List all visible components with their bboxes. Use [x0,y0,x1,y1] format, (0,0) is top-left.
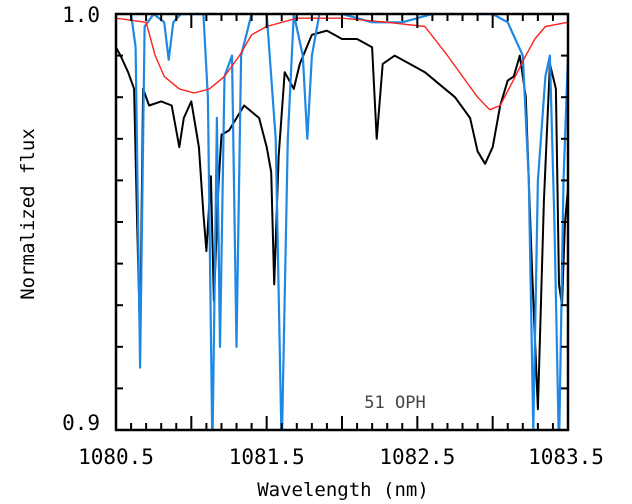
y-tick-label-bottom: 0.9 [62,411,100,435]
series-layer [116,14,568,430]
x-tick-label-2: 1082.5 [379,445,455,469]
x-tick-label-1: 1081.5 [229,445,305,469]
star-label: 51 OPH [364,393,425,413]
series-line-observed [116,29,568,411]
y-axis-title: Normalized flux [17,128,39,300]
x-tick-label-0: 1080.5 [78,445,154,469]
x-tick-label-3: 1083.5 [528,445,604,469]
series-line-telluric [116,14,568,430]
ticks-layer [115,13,569,431]
plot-frame [114,12,570,432]
series-line-model [116,17,568,111]
y-tick-label-top: 1.0 [62,3,100,27]
x-axis-title: Wavelength (nm) [257,479,429,501]
